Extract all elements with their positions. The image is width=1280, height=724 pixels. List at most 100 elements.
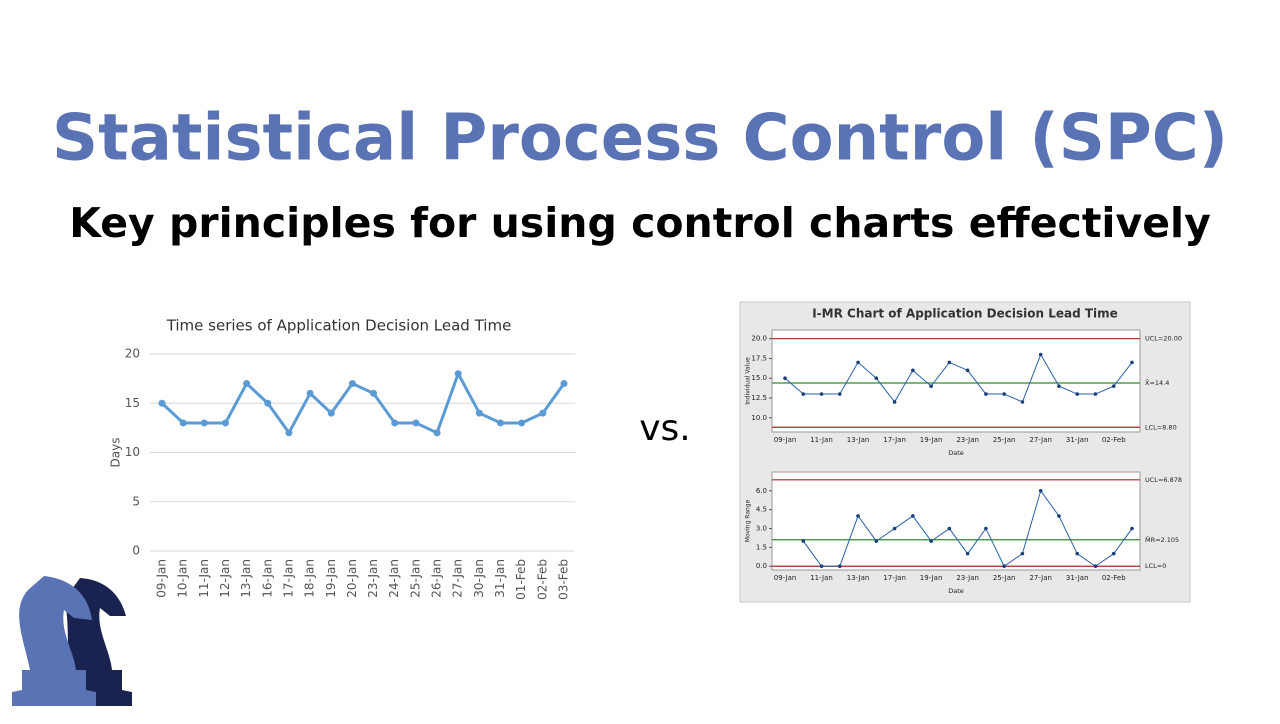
x-tick-label: 13-Jan bbox=[239, 559, 253, 598]
series-line bbox=[160, 372, 566, 435]
x-tick-label: 17-Jan bbox=[883, 436, 906, 444]
data-point bbox=[327, 409, 335, 417]
x-tick-label: 23-Jan bbox=[956, 574, 979, 582]
data-point bbox=[497, 419, 505, 427]
data-point bbox=[1038, 352, 1043, 357]
y-tick-label: 20 bbox=[125, 347, 140, 361]
series-line bbox=[784, 354, 1133, 403]
y-tick-label: 0 bbox=[132, 544, 140, 558]
x-tick-label: 27-Jan bbox=[1029, 574, 1052, 582]
x-tick-label: 17-Jan bbox=[281, 559, 295, 598]
x-tick-label: 24-Jan bbox=[387, 559, 401, 598]
x-tick-label: 19-Jan bbox=[324, 559, 338, 598]
x-tick-label: 19-Jan bbox=[920, 436, 943, 444]
data-point bbox=[837, 392, 842, 396]
data-point bbox=[837, 564, 842, 569]
data-point bbox=[1130, 360, 1134, 365]
data-point bbox=[475, 409, 483, 417]
y-tick-label: 1.5 bbox=[756, 543, 767, 551]
data-point bbox=[1111, 551, 1116, 556]
data-point bbox=[947, 360, 952, 365]
data-point bbox=[929, 539, 933, 543]
x-tick-label: 02-Feb bbox=[535, 559, 549, 600]
x-tick-label: 11-Jan bbox=[810, 436, 833, 444]
slide-title: Statistical Process Control (SPC) bbox=[52, 102, 1228, 176]
data-point bbox=[965, 368, 970, 373]
x-tick-label: 27-Jan bbox=[451, 559, 465, 598]
y-tick-label: 15.0 bbox=[751, 374, 767, 382]
x-tick-label: 09-Jan bbox=[774, 574, 797, 582]
x-axis-label: Date bbox=[948, 449, 964, 457]
x-tick-label: 13-Jan bbox=[847, 574, 870, 582]
y-tick-label: 12.5 bbox=[751, 394, 767, 402]
data-point bbox=[1038, 489, 1043, 493]
data-point bbox=[306, 389, 314, 397]
data-point bbox=[1111, 384, 1116, 388]
data-point bbox=[856, 360, 860, 365]
data-point bbox=[984, 526, 988, 531]
data-point bbox=[1020, 551, 1025, 556]
data-point bbox=[801, 539, 806, 543]
x-tick-label: 26-Jan bbox=[430, 559, 444, 598]
data-point bbox=[874, 376, 879, 381]
y-tick-label: 0.0 bbox=[756, 562, 767, 570]
data-point bbox=[221, 419, 229, 427]
plot-area bbox=[771, 471, 1141, 571]
data-point bbox=[1002, 564, 1006, 569]
x-tick-label: 31-Jan bbox=[1066, 436, 1089, 444]
x-tick-label: 20-Jan bbox=[345, 559, 359, 598]
x-tick-label: 23-Jan bbox=[956, 436, 979, 444]
x-tick-label: 25-Jan bbox=[993, 574, 1016, 582]
data-point bbox=[243, 380, 251, 388]
y-tick-label: 6.0 bbox=[756, 487, 767, 495]
x-tick-label: 09-Jan bbox=[155, 559, 169, 598]
y-axis-label: Individual Value bbox=[745, 357, 752, 405]
x-tick-label: 25-Jan bbox=[408, 559, 422, 598]
y-axis-label: Moving Range bbox=[745, 499, 752, 542]
y-tick-label: 4.5 bbox=[756, 506, 767, 514]
data-point bbox=[1130, 526, 1134, 531]
data-point bbox=[874, 539, 879, 543]
data-point bbox=[391, 419, 399, 427]
x-tick-label: 03-Feb bbox=[557, 559, 571, 600]
data-point bbox=[1057, 384, 1061, 388]
data-point bbox=[911, 368, 915, 373]
x-tick-label: 13-Jan bbox=[847, 436, 870, 444]
control-limit-label: M̄R=2.105 bbox=[1145, 535, 1179, 544]
y-axis-label: Days bbox=[109, 438, 123, 468]
x-tick-label: 31-Jan bbox=[493, 559, 507, 598]
data-point bbox=[1020, 400, 1025, 404]
data-point bbox=[285, 429, 293, 437]
slide-subtitle: Key principles for using control charts … bbox=[69, 199, 1211, 247]
data-point bbox=[984, 392, 988, 396]
plot-area bbox=[771, 329, 1141, 433]
data-point bbox=[518, 419, 526, 427]
data-point bbox=[179, 419, 187, 427]
data-point bbox=[819, 564, 824, 569]
data-point bbox=[158, 399, 166, 407]
x-tick-label: 10-Jan bbox=[176, 559, 190, 598]
control-limit-label: LCL=0 bbox=[1145, 562, 1166, 570]
separator: vs. bbox=[639, 408, 691, 449]
data-point bbox=[892, 526, 897, 531]
x-tick-label: 31-Jan bbox=[1066, 574, 1089, 582]
data-point bbox=[412, 419, 420, 427]
knight-icon bbox=[12, 576, 96, 706]
control-limit-label: UCL=6.878 bbox=[1145, 476, 1182, 484]
data-point bbox=[454, 370, 462, 378]
data-point bbox=[783, 376, 787, 381]
y-tick-label: 20.0 bbox=[751, 335, 767, 343]
data-point bbox=[1075, 551, 1080, 556]
data-point bbox=[911, 514, 915, 518]
data-point bbox=[947, 526, 952, 531]
x-tick-label: 01-Feb bbox=[514, 559, 528, 600]
y-tick-label: 10 bbox=[125, 445, 140, 459]
data-point bbox=[1093, 564, 1098, 569]
x-tick-label: 16-Jan bbox=[260, 559, 274, 598]
x-axis-label: Date bbox=[948, 587, 964, 595]
y-tick-label: 15 bbox=[125, 396, 140, 410]
x-tick-label: 11-Jan bbox=[197, 559, 211, 598]
data-point bbox=[819, 392, 824, 396]
x-tick-label: 12-Jan bbox=[218, 559, 232, 598]
data-point bbox=[965, 551, 970, 556]
